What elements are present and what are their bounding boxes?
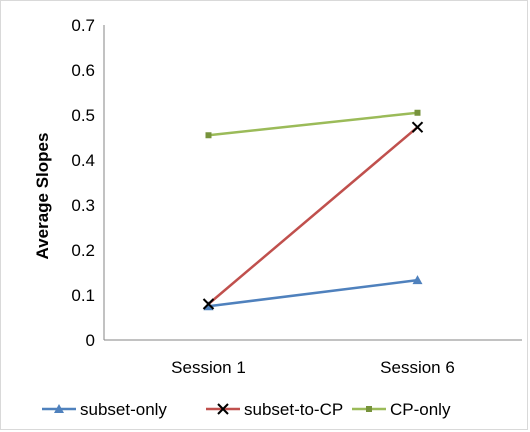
data-point xyxy=(414,109,421,116)
y-tick-label: 0.4 xyxy=(71,151,95,170)
series-line xyxy=(207,126,419,305)
legend-label: CP-only xyxy=(390,400,451,419)
y-tick-label: 0 xyxy=(86,331,95,350)
series-CP-only xyxy=(205,109,421,139)
x-tick-label: Session 6 xyxy=(380,358,455,377)
y-tick-label: 0.5 xyxy=(71,106,95,125)
legend: subset-only subset-to-CP CP-only xyxy=(42,400,451,419)
data-point xyxy=(202,298,215,310)
series-subset-to-CP xyxy=(202,121,424,310)
data-point xyxy=(412,275,423,285)
y-tick-label: 0.6 xyxy=(71,61,95,80)
legend-marker xyxy=(217,403,229,415)
y-tick-labels: 0 0.1 0.2 0.3 0.4 0.5 0.6 0.7 xyxy=(71,16,95,350)
legend-item-subset-only: subset-only xyxy=(42,400,167,419)
x-tick-labels: Session 1 Session 6 xyxy=(171,358,455,377)
y-tick-label: 0.1 xyxy=(71,286,95,305)
series-subset-only xyxy=(203,275,423,311)
data-point xyxy=(411,121,424,133)
series-lines xyxy=(202,109,424,311)
y-tick-label: 0.2 xyxy=(71,241,95,260)
data-point xyxy=(205,132,212,139)
y-tick-label: 0.7 xyxy=(71,16,95,35)
legend-marker xyxy=(54,404,64,413)
legend-marker xyxy=(366,406,372,412)
y-tick-label: 0.3 xyxy=(71,196,95,215)
x-tick-label: Session 1 xyxy=(171,358,246,377)
legend-label: subset-to-CP xyxy=(244,400,343,419)
series-line xyxy=(208,111,418,137)
legend-item-subset-to-CP: subset-to-CP xyxy=(206,400,343,419)
y-axis-label: Average Slopes xyxy=(33,133,52,260)
series-line xyxy=(208,278,418,308)
legend-label: subset-only xyxy=(80,400,167,419)
axes xyxy=(103,25,522,341)
legend-item-CP-only: CP-only xyxy=(352,400,451,419)
data-point xyxy=(203,301,214,311)
